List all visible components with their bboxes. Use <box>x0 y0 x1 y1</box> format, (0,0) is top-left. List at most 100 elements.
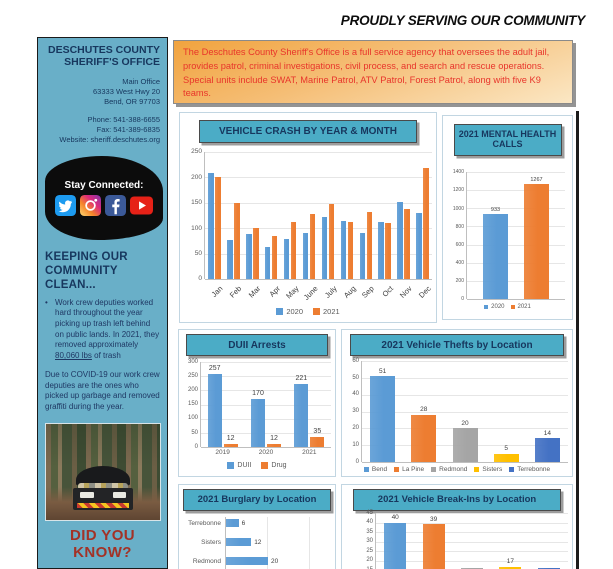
y-tick-label: 800 <box>455 223 464 230</box>
y-tick-label: 50 <box>352 374 359 381</box>
gridline <box>467 172 565 173</box>
y-tick-label: 45 <box>366 509 373 516</box>
legend-label: Drug <box>271 462 287 469</box>
legend-item: Sisters <box>474 466 502 473</box>
chart-vehicle-breakins: 2021 Vehicle Break-Ins by Location 05101… <box>341 484 573 569</box>
data-label: 39 <box>429 515 438 523</box>
x-axis-label: Aug <box>341 284 358 300</box>
legend-swatch <box>394 467 400 472</box>
x-axis-label: May <box>284 284 301 301</box>
data-label: 5 <box>504 445 508 453</box>
data-label: 20 <box>461 419 469 427</box>
clean-section-heading: KEEPING OUR COMMUNITY CLEAN... <box>45 250 128 291</box>
org-name: DESCHUTES COUNTY SHERIFF'S OFFICE <box>47 44 160 69</box>
crash-legend: 2020 2021 <box>180 307 436 316</box>
y-axis-line <box>375 513 376 569</box>
website-line[interactable]: Website: sheriff.deschutes.org <box>59 135 160 145</box>
legend-label: 2020 <box>286 307 303 316</box>
y-tick-label: 50 <box>194 250 202 258</box>
bar <box>208 173 214 279</box>
x-axis-label: June <box>301 284 320 302</box>
gridline <box>205 152 432 153</box>
phone-line: Phone: 541-388-6655 <box>87 115 160 125</box>
y-tick-label: 25 <box>366 547 373 554</box>
bar <box>234 202 240 279</box>
bar <box>423 167 429 279</box>
facebook-icon[interactable] <box>105 194 126 216</box>
data-label: 12 <box>226 434 235 442</box>
y-tick-label: 40 <box>366 519 373 526</box>
bar <box>321 217 328 279</box>
y-tick-label: 100 <box>191 224 202 232</box>
gridline <box>376 522 568 524</box>
data-label: 14 <box>543 429 551 437</box>
y-axis-line <box>466 172 467 299</box>
bar <box>283 239 290 279</box>
y-tick-label: 400 <box>455 259 464 266</box>
legend-item: La Pine <box>394 466 424 473</box>
x-axis-label: Nov <box>398 284 414 300</box>
twitter-icon[interactable] <box>55 194 76 216</box>
instagram-icon[interactable] <box>80 194 101 216</box>
x-axis-label: 2021 <box>302 449 317 456</box>
contact-block: Phone: 541-388-6655 Fax: 541-389-6835 We… <box>45 115 160 145</box>
legend-swatch <box>313 308 320 315</box>
address-line: Main Office <box>122 76 160 86</box>
y-tick-label: 10 <box>352 441 359 448</box>
page-edge-line <box>576 111 579 569</box>
bar <box>411 414 437 462</box>
gridline <box>205 177 432 179</box>
legend-label: 2021 <box>517 304 531 310</box>
legend-item: 2020 <box>484 304 505 310</box>
y-tick-label: 30 <box>366 538 373 545</box>
y-tick-label: 200 <box>455 278 464 285</box>
legend-item: 2020 <box>276 307 303 316</box>
x-axis-label: Apr <box>266 284 282 299</box>
legend-swatch <box>261 462 269 469</box>
y-tick-label: 250 <box>187 372 198 379</box>
chart-vehicle-crash: VEHICLE CRASH BY YEAR & MONTH 0 50 100 150 2… <box>179 112 437 323</box>
photo-trailer-body <box>73 488 133 511</box>
legend-item: 2021 <box>510 304 531 310</box>
y-tick-label: 300 <box>187 358 198 365</box>
bar <box>226 519 239 527</box>
gridline <box>467 299 565 300</box>
gridline <box>467 244 565 246</box>
work-crew-trailer-photo <box>45 422 161 521</box>
address-block: Main Office 63333 West Hwy 20 Bend, OR 9… <box>45 77 160 107</box>
address-line: 63333 West Hwy 20 <box>93 86 160 96</box>
youtube-icon[interactable] <box>130 195 153 215</box>
gridline <box>376 551 568 553</box>
chart-title: VEHICLE CRASH BY YEAR & MONTH <box>199 120 417 143</box>
legend-label: DUII <box>237 462 252 469</box>
bar <box>370 376 396 462</box>
y-tick-label: 20 <box>352 425 359 432</box>
legend-item: 2021 <box>313 307 340 316</box>
y-axis-line <box>204 152 205 279</box>
gridline <box>376 560 568 562</box>
data-label: 933 <box>490 206 501 213</box>
breakins-plot: 051015202530354045403917 <box>366 510 568 569</box>
gridline <box>205 202 432 204</box>
gridline <box>467 208 565 210</box>
legend-swatch <box>363 467 369 472</box>
x-axis-label: Mar <box>247 284 263 300</box>
covid-paragraph: Due to COVID-19 our work crew deputies a… <box>45 369 160 412</box>
photo-tarp <box>75 465 131 487</box>
intro-text: The Deschutes County Sheriff's Office is… <box>183 47 550 99</box>
gridline <box>201 432 331 434</box>
bar <box>416 212 422 279</box>
duii-x-labels: 2019 2020 2021 <box>201 449 331 459</box>
chart-burglary: 2021 Burglary by Location Terrebonne 6 Sis… <box>178 484 352 569</box>
gridline <box>205 253 432 255</box>
bar <box>366 212 373 279</box>
y-category-label: Sisters <box>201 539 221 546</box>
intro-box: The Deschutes County Sheriff's Office is… <box>173 40 573 104</box>
legend-swatch <box>509 467 515 472</box>
bullet-marker: • <box>45 297 48 307</box>
bar <box>215 177 221 279</box>
gridline <box>201 404 331 406</box>
bar <box>309 213 316 279</box>
address-line: Bend, OR 97703 <box>104 97 160 106</box>
trash-weight: 80,060 lbs <box>55 351 92 361</box>
